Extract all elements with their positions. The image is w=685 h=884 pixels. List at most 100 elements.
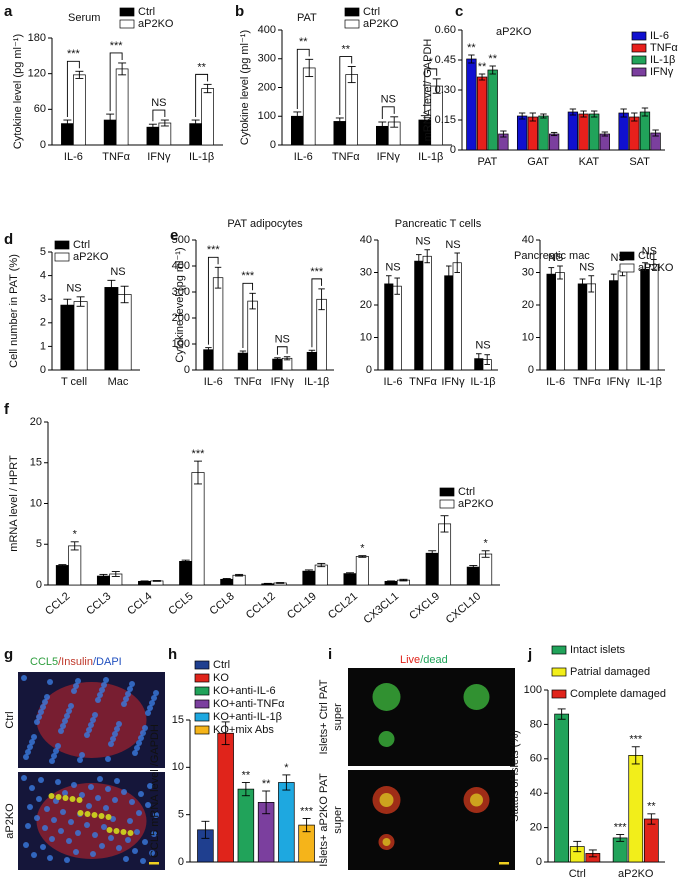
legend-label: Ctrl	[638, 250, 655, 262]
bar	[516, 115, 528, 151]
error-bar	[588, 849, 597, 858]
error-bar	[378, 121, 387, 132]
islet-core	[470, 793, 483, 807]
error-bar	[573, 840, 582, 853]
significance: **	[197, 61, 206, 73]
legend-label: aP2KO	[458, 498, 494, 510]
bar	[117, 294, 132, 371]
significance: *	[483, 538, 488, 550]
panel-label: f	[4, 401, 10, 418]
bar	[476, 76, 488, 151]
error-bar	[318, 288, 325, 311]
legend-label: Intact islets	[570, 644, 626, 656]
error-bar	[317, 562, 326, 568]
nucleus	[55, 743, 61, 749]
nucleus	[36, 796, 42, 802]
significance: ***	[207, 244, 221, 256]
nucleus	[101, 682, 107, 688]
y-tick-label: 300	[172, 286, 190, 298]
nucleus	[31, 852, 37, 858]
significance: ***	[67, 48, 81, 60]
ccl5-signal	[48, 793, 55, 799]
x-tick-label: IL-6	[64, 151, 83, 163]
significance: **	[488, 53, 497, 65]
legend-swatch	[344, 19, 360, 29]
nucleus	[79, 752, 85, 758]
error-bar	[274, 357, 281, 361]
significance: NS	[275, 334, 290, 346]
error-bar	[631, 112, 638, 122]
nucleus	[151, 831, 157, 837]
nucleus	[73, 849, 79, 855]
x-tick-label: CCL5	[166, 590, 195, 617]
nucleus	[68, 819, 74, 825]
x-tick-label: IFNγ	[271, 376, 295, 388]
x-tick-label: IL-1β	[637, 376, 662, 388]
error-bar	[641, 107, 649, 117]
panel-label: a	[4, 3, 13, 20]
bar	[643, 818, 659, 863]
nucleus	[64, 713, 70, 719]
y-tick-label: 80	[530, 718, 542, 730]
y-tick-label: 30	[360, 266, 372, 278]
nucleus	[92, 832, 98, 838]
error-bar	[308, 349, 316, 355]
error-bar	[550, 131, 558, 137]
y-tick-label: 0	[40, 364, 46, 376]
y-axis-label: mRNA level/ GAPDH	[422, 39, 434, 142]
x-tick-label: CXCL10	[444, 590, 484, 626]
y-tick-label: 180	[28, 32, 46, 44]
x-tick-label: TNFα	[102, 151, 130, 163]
title-part: /Insulin	[58, 656, 93, 668]
nucleus	[51, 817, 57, 823]
bar	[425, 552, 439, 586]
x-tick-label: GAT	[527, 156, 549, 168]
x-tick-label: IL-6	[384, 376, 403, 388]
nucleus	[34, 815, 40, 821]
legend-swatch	[619, 251, 635, 261]
error-bar	[591, 110, 598, 118]
y-tick-label: 120	[28, 68, 46, 80]
error-bar	[569, 108, 577, 116]
legend-label: IFNγ	[650, 66, 674, 78]
nucleus	[23, 842, 29, 848]
row-label: super	[332, 806, 344, 834]
y-tick-label: 500	[172, 234, 190, 246]
title-part: /DAPI	[93, 656, 122, 668]
bar	[302, 570, 316, 586]
nucleus	[58, 828, 64, 834]
y-tick-label: 0.15	[435, 114, 456, 126]
error-bar	[484, 354, 490, 365]
bar	[628, 755, 644, 863]
nucleus	[53, 748, 59, 754]
ccl5-signal	[120, 829, 127, 835]
bar	[191, 472, 205, 586]
bracket	[296, 48, 310, 109]
x-tick-label: IFNγ	[377, 151, 401, 163]
error-bar	[631, 746, 640, 765]
nucleus	[101, 824, 107, 830]
ccl5-signal	[77, 810, 84, 816]
legend-swatch	[551, 689, 567, 699]
x-tick-label: CCL19	[285, 590, 319, 621]
x-tick-label: CCL8	[207, 590, 236, 617]
bracket	[242, 282, 254, 349]
error-bar	[75, 70, 84, 79]
bar	[639, 111, 651, 151]
nucleus	[153, 812, 159, 818]
y-tick-label: 0	[178, 856, 184, 868]
nucleus	[29, 785, 35, 791]
error-bar	[579, 278, 586, 290]
legend-label: Complete damaged	[570, 688, 666, 700]
significance: **	[262, 778, 271, 790]
significance: ***	[629, 734, 643, 746]
y-tick-label: 200	[172, 312, 190, 324]
nucleus	[125, 837, 131, 843]
nucleus	[97, 776, 103, 782]
error-bar	[386, 275, 392, 293]
chart-title: PAT	[297, 12, 317, 24]
x-tick-label: aP2KO	[618, 868, 654, 880]
error-bar	[120, 285, 129, 304]
y-tick-label: 300	[258, 53, 276, 65]
y-tick-label: 10	[360, 331, 372, 343]
